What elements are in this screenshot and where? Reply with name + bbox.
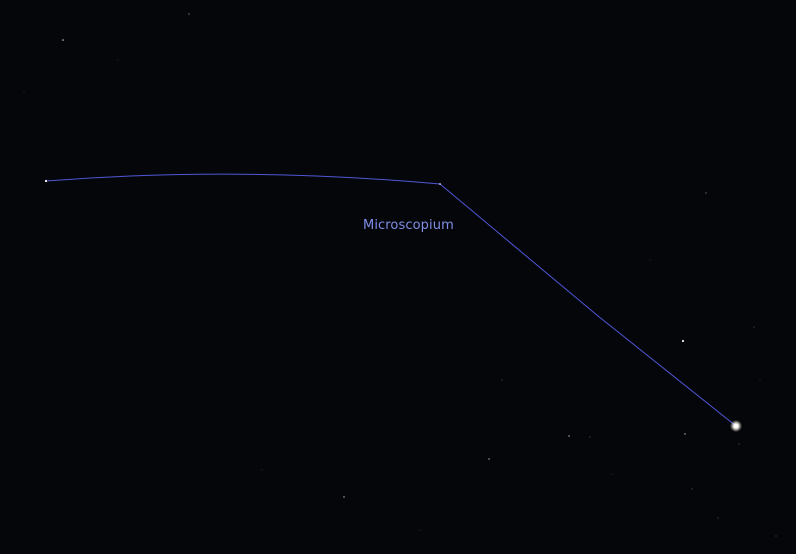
star[interactable] [759,379,761,381]
star[interactable] [691,488,693,490]
star[interactable] [717,517,719,519]
constellation-line [439,183,737,427]
star[interactable] [44,179,48,183]
star[interactable] [23,91,25,93]
star[interactable] [705,192,707,194]
constellation-line [45,173,441,185]
star[interactable] [738,443,740,445]
star[interactable] [559,519,561,521]
star[interactable] [501,379,503,381]
star[interactable] [188,13,190,15]
constellation-label[interactable]: Microscopium [363,218,454,233]
star[interactable] [261,469,263,471]
star[interactable] [589,436,591,438]
star[interactable] [419,529,421,531]
star[interactable] [684,433,686,435]
star[interactable] [488,458,490,460]
star[interactable] [117,59,119,61]
star[interactable] [62,39,64,41]
star[interactable] [611,473,613,475]
star[interactable] [649,259,651,261]
star[interactable] [681,339,685,343]
star[interactable] [439,183,441,185]
star[interactable] [753,326,755,328]
star[interactable] [568,435,570,437]
bright-star[interactable] [733,423,739,429]
star[interactable] [775,535,777,537]
star[interactable] [343,496,345,498]
